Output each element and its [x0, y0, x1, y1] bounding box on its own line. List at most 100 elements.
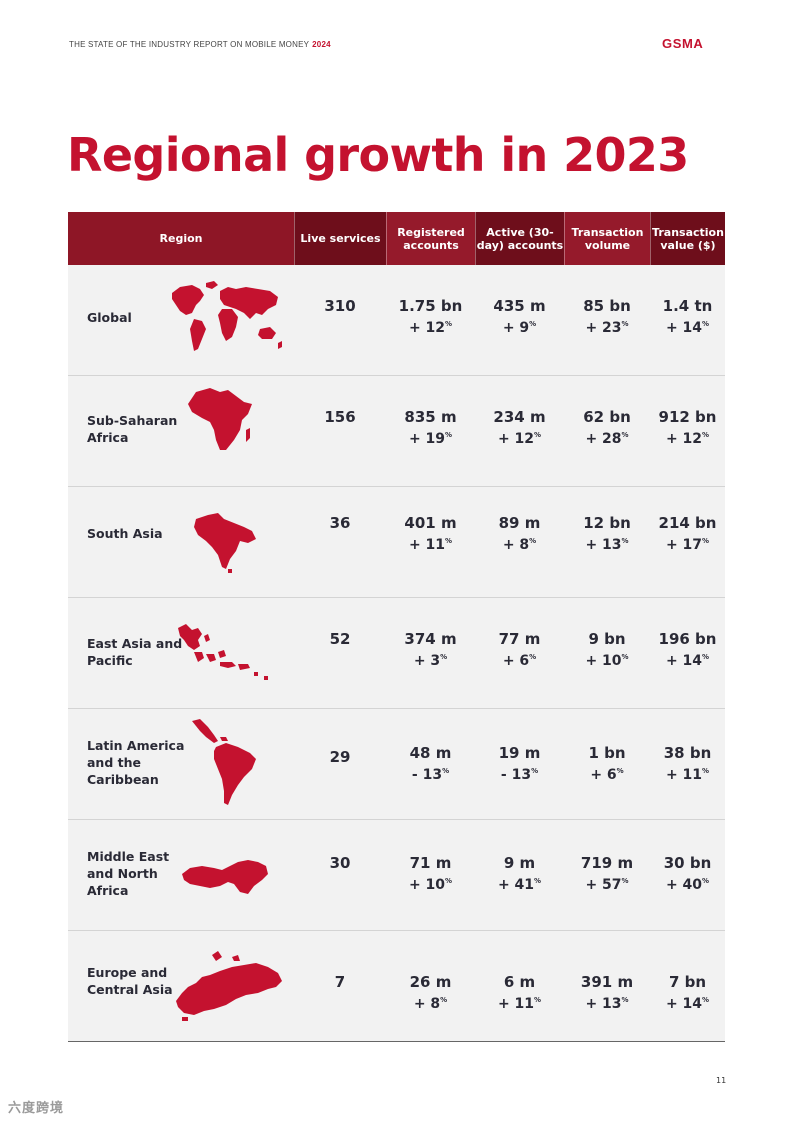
- registered-value: 401 m: [404, 514, 457, 532]
- europe-central-asia-map-icon: [172, 949, 284, 1021]
- value-value: 38 bn: [663, 744, 712, 762]
- volume-growth: + 10%: [564, 648, 650, 670]
- growth-value: + 41: [497, 877, 535, 893]
- registered-growth: + 8%: [386, 991, 475, 1013]
- percent-sign: %: [529, 537, 537, 545]
- growth-value: + 14: [665, 653, 703, 669]
- active-growth: + 9%: [475, 315, 564, 337]
- table-body: Global 310 1.75 bn + 12% 435 m + 9% 85 bn + 23%…: [68, 265, 725, 1042]
- region-name: Sub-Saharan Africa: [87, 413, 178, 445]
- growth-value: + 14: [665, 320, 703, 336]
- volume-cell: 62 bn + 28%: [564, 376, 650, 486]
- percent-sign: %: [534, 431, 542, 439]
- column-header-transaction-value: Transaction value ($): [650, 212, 725, 265]
- volume-growth: + 13%: [564, 991, 650, 1013]
- table-row: East Asia and Pacific 52 374 m + 3% 77 m + 6%…: [68, 598, 725, 709]
- region-cell: Sub-Saharan Africa: [68, 376, 294, 486]
- active-value: 234 m: [493, 408, 546, 426]
- value-cell: 30 bn + 40%: [650, 820, 725, 930]
- growth-value: + 11: [497, 996, 535, 1012]
- active-value: 435 m: [493, 297, 546, 315]
- live-services-value: 30: [329, 854, 351, 872]
- registered-value: 835 m: [404, 408, 457, 426]
- growth-value: + 6: [502, 653, 530, 669]
- live-services-cell: 7: [294, 931, 386, 1041]
- live-services-cell: 36: [294, 487, 386, 597]
- region-name: East Asia and Pacific: [87, 636, 183, 668]
- value-growth: + 12%: [650, 426, 725, 448]
- percent-sign: %: [702, 431, 710, 439]
- percent-sign: %: [529, 320, 537, 328]
- watermark: 六度跨境: [8, 1101, 65, 1116]
- volume-growth: + 13%: [564, 532, 650, 554]
- growth-value: + 23: [585, 320, 622, 336]
- growth-value: + 11: [665, 767, 703, 783]
- live-services-value: 156: [324, 408, 356, 426]
- east-asia-pacific-map-icon: [176, 622, 274, 682]
- registered-growth: + 3%: [386, 648, 475, 670]
- growth-value: + 8: [502, 537, 530, 553]
- region-name: Europe and Central Asia: [87, 965, 173, 997]
- volume-cell: 719 m + 57%: [564, 820, 650, 930]
- percent-sign: %: [616, 767, 624, 775]
- volume-cell: 85 bn + 23%: [564, 265, 650, 375]
- region-cell: South Asia: [68, 487, 294, 597]
- value-cell: 214 bn + 17%: [650, 487, 725, 597]
- table-row: Europe and Central Asia 7 26 m + 8% 6 m + 11%…: [68, 931, 725, 1042]
- report-year: 2024: [312, 40, 331, 49]
- volume-value: 1 bn: [588, 744, 626, 762]
- growth-value: + 19: [408, 431, 446, 447]
- percent-sign: %: [621, 877, 629, 885]
- region-name: Global: [87, 310, 132, 325]
- percent-sign: %: [702, 996, 710, 1004]
- registered-cell: 26 m + 8%: [386, 931, 475, 1041]
- registered-growth: + 12%: [386, 315, 475, 337]
- growth-value: + 11: [408, 537, 446, 553]
- percent-sign: %: [534, 996, 542, 1004]
- active-cell: 435 m + 9%: [475, 265, 564, 375]
- percent-sign: %: [445, 877, 453, 885]
- region-cell: East Asia and Pacific: [68, 598, 294, 708]
- percent-sign: %: [621, 431, 629, 439]
- percent-sign: %: [702, 877, 710, 885]
- active-value: 19 m: [498, 744, 541, 762]
- value-growth: + 11%: [650, 762, 725, 784]
- percent-sign: %: [445, 320, 453, 328]
- registered-cell: 71 m + 10%: [386, 820, 475, 930]
- live-services-cell: 52: [294, 598, 386, 708]
- active-growth: - 13%: [475, 762, 564, 784]
- volume-value: 12 bn: [583, 514, 631, 532]
- percent-sign: %: [445, 431, 453, 439]
- column-header-registered-accounts: Registered accounts: [386, 212, 475, 265]
- region-name: South Asia: [87, 526, 163, 541]
- percent-sign: %: [621, 537, 629, 545]
- volume-cell: 9 bn + 10%: [564, 598, 650, 708]
- growth-value: + 28: [585, 431, 622, 447]
- percent-sign: %: [440, 996, 448, 1004]
- active-cell: 6 m + 11%: [475, 931, 564, 1041]
- registered-growth: - 13%: [386, 762, 475, 784]
- live-services-value: 29: [329, 748, 351, 766]
- growth-value: + 10: [585, 653, 622, 669]
- percent-sign: %: [440, 653, 448, 661]
- growth-value: + 13: [585, 537, 622, 553]
- growth-value: + 57: [585, 877, 622, 893]
- registered-cell: 835 m + 19%: [386, 376, 475, 486]
- live-services-value: 36: [329, 514, 351, 532]
- region-cell: Europe and Central Asia: [68, 931, 294, 1041]
- registered-growth: + 11%: [386, 532, 475, 554]
- report-title: THE STATE OF THE INDUSTRY REPORT ON MOBI…: [69, 40, 310, 49]
- registered-value: 71 m: [409, 854, 452, 872]
- table-header: Region Live services Registered accounts…: [68, 212, 725, 265]
- active-growth: + 6%: [475, 648, 564, 670]
- growth-value: + 12: [497, 431, 535, 447]
- table-row: Latin America and the Caribbean 29 48 m- 1…: [68, 709, 725, 820]
- registered-value: 48 m: [409, 744, 452, 762]
- mena-map-icon: [180, 856, 270, 898]
- growth-value: + 40: [665, 877, 703, 893]
- page-number: 11: [716, 1076, 727, 1085]
- active-cell: 234 m + 12%: [475, 376, 564, 486]
- column-header-active-accounts: Active (30-day) accounts: [475, 212, 564, 265]
- regional-growth-table: Region Live services Registered accounts…: [68, 212, 725, 1042]
- region-name: Middle East and North Africa: [87, 849, 170, 898]
